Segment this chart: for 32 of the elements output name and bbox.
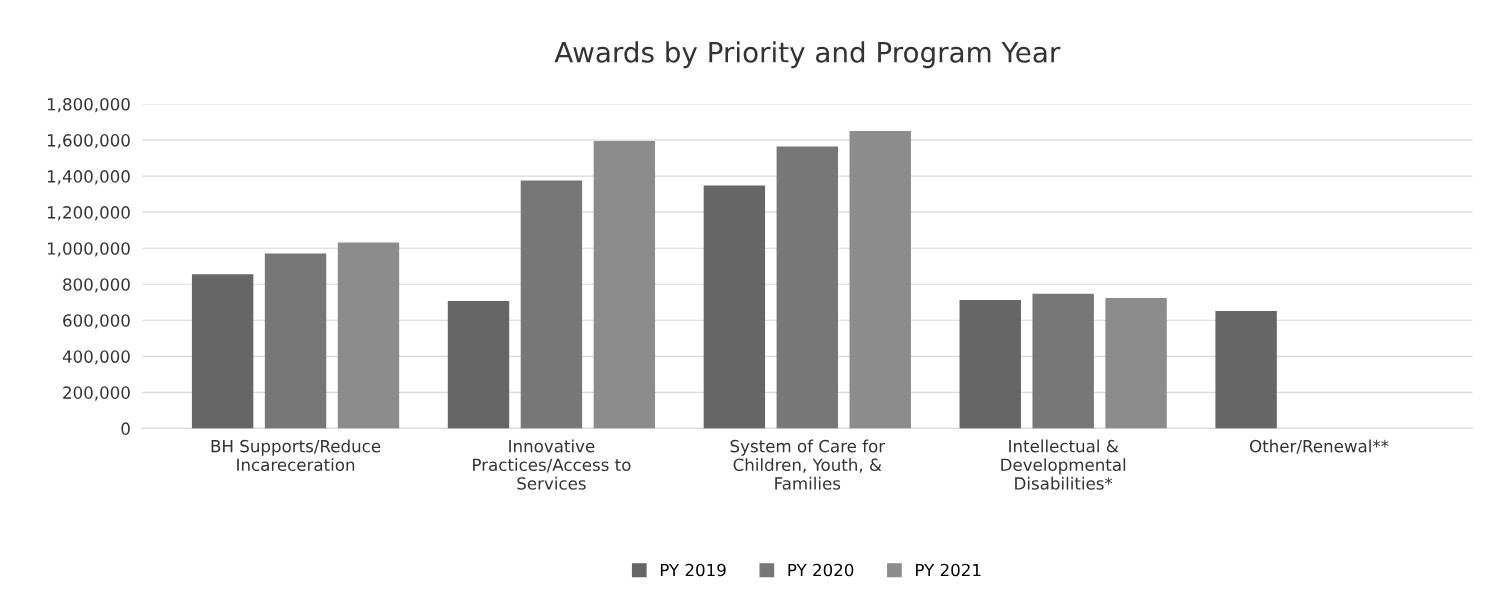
bar (776, 146, 838, 429)
bar (959, 299, 1021, 429)
x-tick-label: Other/Renewal** (1249, 439, 1389, 454)
bar (849, 131, 911, 429)
bar (520, 180, 583, 429)
bar (1032, 293, 1094, 429)
bar (447, 301, 510, 429)
x-tick-label: Innovative Practices/Access to Services (473, 439, 631, 490)
bar (264, 253, 327, 429)
chart-title: Awards by Priority and Program Year (554, 41, 1061, 69)
bar (1105, 297, 1167, 429)
bar (337, 242, 400, 429)
y-tick-label: 800,000 (63, 278, 130, 293)
x-tick-label: System of Care for Children, Youth, & Families (730, 439, 886, 490)
bar (1215, 310, 1277, 429)
bar (593, 140, 656, 429)
legend-label: PY 2019 (660, 563, 726, 577)
x-tick-label: Intellectual & Developmental Disabilities* (1001, 439, 1126, 490)
y-tick-label: 1,600,000 (47, 134, 130, 149)
y-tick-label: 1,000,000 (47, 242, 130, 257)
y-tick-label: 0 (121, 422, 130, 435)
y-tick-label: 1,400,000 (47, 170, 130, 185)
bar (191, 274, 254, 429)
legend-label: PY 2021 (916, 563, 981, 577)
y-tick-label: 200,000 (63, 386, 130, 401)
y-tick-label: 1,200,000 (47, 206, 130, 221)
y-tick-label: 400,000 (62, 350, 130, 365)
y-tick-label: 1,800,000 (47, 98, 130, 113)
y-tick-label: 600,000 (63, 314, 130, 329)
legend-label: PY 2020 (788, 563, 854, 577)
bar (703, 185, 766, 429)
x-tick-label: BH Supports/Reduce Incareceration (211, 439, 381, 472)
